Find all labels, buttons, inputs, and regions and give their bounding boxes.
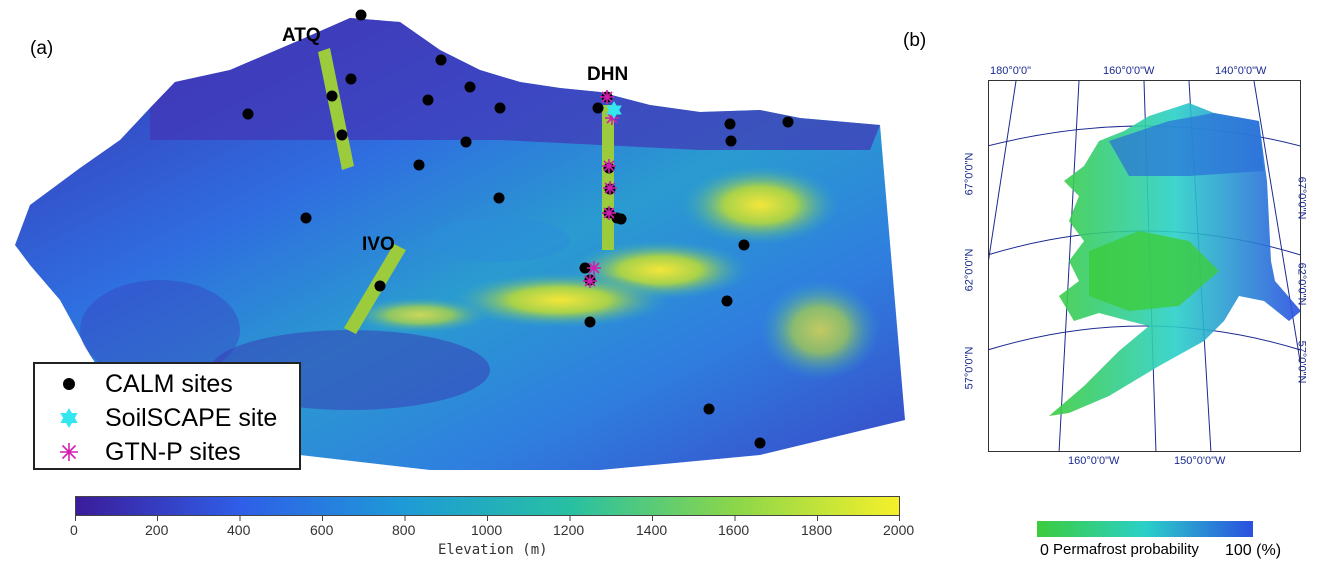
legend-soilscape-label: SoilSCAPE site: [105, 404, 278, 432]
lon-label-top-180: 180°0'0": [990, 65, 1031, 77]
lon-label-bottom-150w: 150°0'0"W: [1174, 455, 1226, 467]
lon-label-top-160w: 160°0'0"W: [1103, 65, 1155, 77]
lat-label-left-57: 57°0'0"N: [963, 346, 976, 390]
transect-label-atq: ATQ: [282, 25, 321, 46]
lon-label-bottom-160w: 160°0'0"W: [1068, 455, 1120, 467]
elev-tick-1200: 1200: [553, 522, 585, 538]
permafrost-colorbar-title: Permafrost probability: [1053, 541, 1199, 558]
elev-tick-600: 600: [310, 522, 334, 538]
elev-tick-200: 200: [145, 522, 169, 538]
elevation-colorbar-ticks: [75, 516, 900, 522]
calm-marker-icon: [63, 378, 75, 390]
legend-row-calm: CALM sites: [35, 368, 299, 400]
elev-tick-0: 0: [70, 522, 78, 538]
gtnp-sites: [583, 90, 619, 288]
elev-tick-1600: 1600: [718, 522, 750, 538]
permafrost-map-frame: [988, 80, 1301, 452]
legend-row-soilscape: SoilSCAPE site: [35, 402, 299, 434]
elev-tick-1000: 1000: [471, 522, 503, 538]
lat-label-right-67: 67°0'0"N: [1295, 176, 1308, 220]
calm-sites: [242, 9, 794, 449]
soilscape-marker-icon: [60, 408, 78, 428]
permafrost-colorbar: [1037, 521, 1253, 537]
soilscape-site: [606, 101, 622, 119]
lat-label-right-57: 57°0'0"N: [1295, 340, 1308, 384]
map-legend: CALM sites SoilSCAPE site GTN-P sites: [33, 362, 301, 470]
elevation-colorbar-title: Elevation (m): [438, 542, 548, 558]
panel-b-label: (b): [903, 30, 927, 51]
legend-calm-label: CALM sites: [105, 370, 233, 398]
transect-label-dhn: DHN: [587, 64, 629, 85]
transect-dhn: [602, 105, 614, 250]
elev-tick-400: 400: [227, 522, 251, 538]
transect-ivo: [344, 244, 406, 334]
lat-label-right-62: 62°0'0"N: [1295, 262, 1308, 306]
gtnp-marker-icon: [60, 443, 78, 461]
elev-tick-800: 800: [392, 522, 416, 538]
transect-label-ivo: IVO: [362, 234, 395, 255]
elev-tick-1400: 1400: [636, 522, 668, 538]
elev-tick-2000: 2000: [883, 522, 915, 538]
lat-label-left-62: 62°0'0"N: [963, 248, 976, 292]
elevation-map: [15, 9, 905, 470]
elev-tick-1800: 1800: [801, 522, 833, 538]
legend-gtnp-label: GTN-P sites: [105, 438, 241, 466]
elevation-colorbar: [75, 496, 900, 516]
lat-label-left-67: 67°0'0"N: [963, 152, 976, 196]
permafrost-colorbar-min: 0: [1040, 542, 1049, 559]
legend-row-gtnp: GTN-P sites: [35, 436, 299, 468]
lon-label-top-140w: 140°0'0"W: [1215, 65, 1267, 77]
panel-a-label: (a): [30, 38, 54, 59]
permafrost-colorbar-max: 100 (%): [1225, 542, 1282, 559]
